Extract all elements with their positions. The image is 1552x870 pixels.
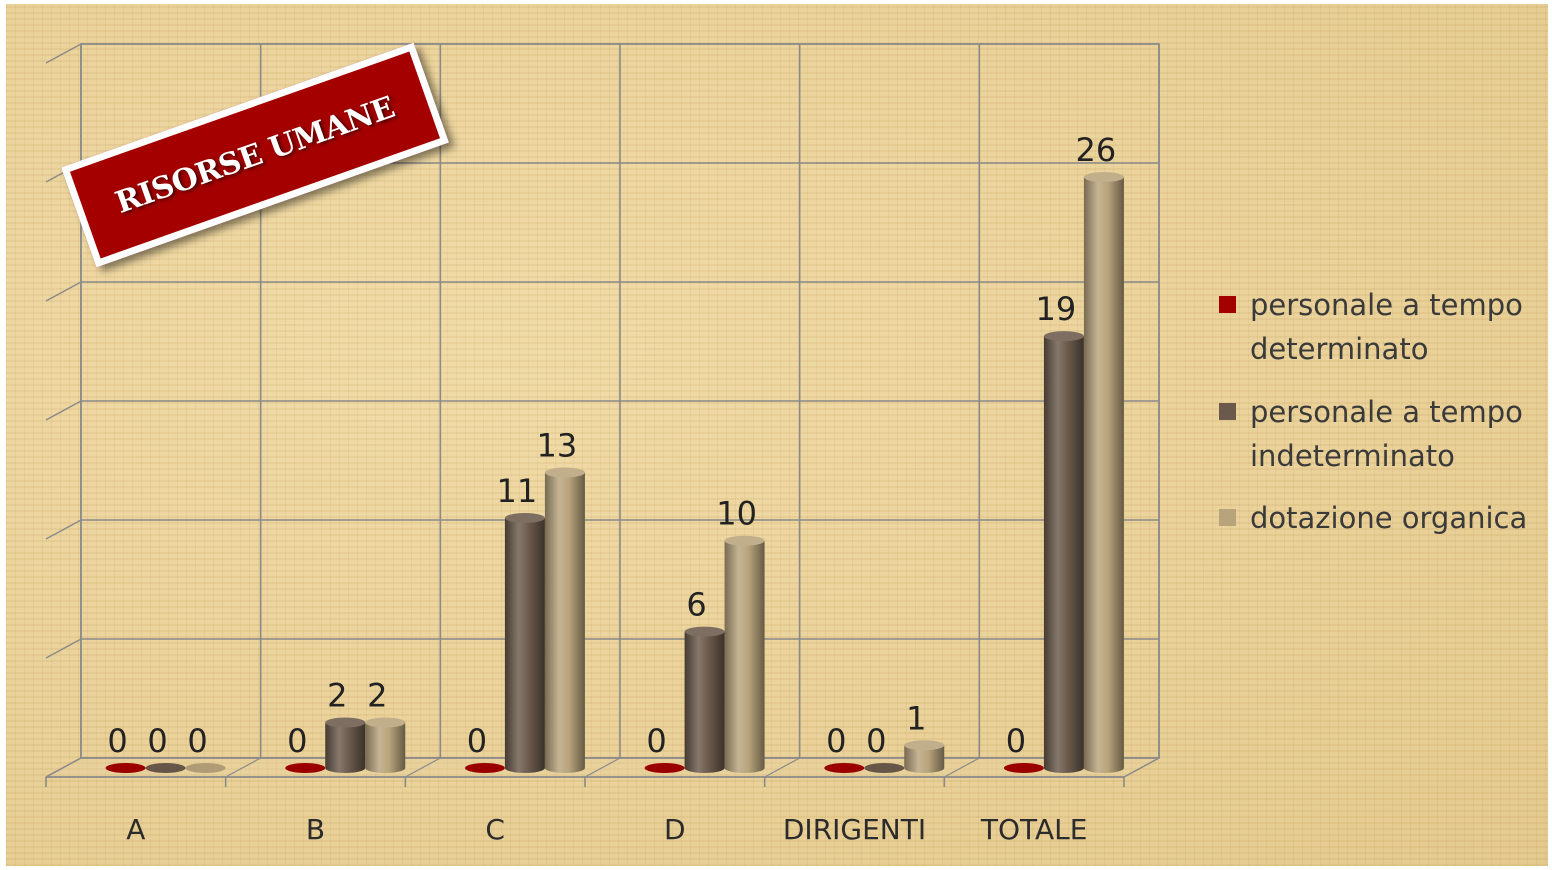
data-label: 0: [107, 722, 127, 760]
legend-swatch: [1219, 509, 1236, 526]
x-tick-label: TOTALE: [980, 813, 1088, 846]
bar: [544, 467, 585, 773]
data-label: 0: [147, 722, 167, 760]
bar-top: [185, 763, 226, 773]
floor-divider: [405, 757, 441, 778]
bar: [325, 717, 366, 773]
data-label: 26: [1076, 131, 1117, 169]
data-label: 10: [716, 495, 757, 533]
legend-swatch: [1219, 403, 1236, 420]
x-tick-label: B: [306, 813, 325, 846]
bar-body: [325, 722, 366, 773]
bar-top: [285, 763, 326, 773]
data-label: 19: [1036, 290, 1077, 328]
bar-top: [145, 763, 186, 773]
bar-top: [325, 717, 366, 728]
bar-top: [724, 535, 765, 546]
bar: [864, 763, 905, 773]
bar-body: [544, 472, 585, 773]
side-wall-line: [45, 400, 82, 421]
data-label: 0: [467, 722, 487, 760]
bar: [824, 763, 865, 773]
data-label: 0: [1006, 722, 1026, 760]
x-tick-label: D: [664, 813, 686, 846]
data-label: 0: [287, 722, 307, 760]
data-label: 11: [497, 472, 538, 510]
side-wall-line: [45, 519, 82, 540]
legend-label: personale a tempo determinato: [1250, 288, 1523, 366]
bar-body: [684, 631, 725, 773]
bar: [724, 535, 765, 773]
bar-top: [1043, 331, 1084, 342]
data-label: 2: [327, 677, 347, 715]
side-wall-line: [45, 43, 82, 64]
bar-top: [544, 467, 585, 478]
x-tick-label: DIRIGENTI: [783, 813, 926, 846]
bar-top: [105, 763, 146, 773]
bar: [644, 763, 685, 773]
bar: [464, 763, 505, 773]
legend-label: personale a tempo indeterminato: [1250, 395, 1523, 473]
bar: [504, 512, 545, 773]
bar-top: [904, 740, 945, 751]
bar: [1003, 763, 1044, 773]
bar-top: [644, 763, 685, 773]
bar: [684, 626, 725, 773]
floor-divider: [944, 757, 980, 778]
bar-top: [824, 763, 865, 773]
side-wall-line: [45, 638, 82, 659]
bar: [185, 763, 226, 773]
x-tick-label: C: [485, 813, 505, 846]
bar-top: [365, 717, 406, 728]
legend-label: dotazione organica: [1250, 501, 1527, 535]
floor-divider: [225, 757, 261, 778]
bar-top: [684, 626, 725, 637]
bar-body: [724, 540, 765, 773]
bar: [1043, 331, 1084, 773]
x-tick-label: A: [126, 813, 145, 846]
floor-divider: [764, 757, 800, 778]
bar-top: [504, 512, 545, 523]
bar-body: [504, 517, 545, 773]
data-label: 0: [187, 722, 207, 760]
bar: [105, 763, 146, 773]
bar-top: [864, 763, 905, 773]
data-label: 1: [906, 699, 926, 737]
bar-top: [464, 763, 505, 773]
bar-body: [1043, 336, 1084, 773]
bar-body: [1083, 177, 1124, 773]
bar-body: [904, 745, 945, 773]
floor-divider: [584, 757, 621, 778]
bar-body: [365, 722, 406, 773]
data-label: 6: [686, 586, 706, 624]
bar: [285, 763, 326, 773]
data-label: 2: [367, 677, 387, 715]
data-label: 0: [826, 722, 846, 760]
slide-background: 0 0 0 A 0 2 2 B 0 11 13 C 0 6 10 D 0 0 1 DIRIGENTI 0 19 26 TOTA…: [6, 4, 1548, 866]
bar: [145, 763, 186, 773]
floor-divider: [1123, 757, 1160, 778]
data-label: 13: [537, 427, 578, 465]
bar-top: [1083, 172, 1124, 183]
side-wall-line: [45, 281, 82, 302]
bar: [904, 740, 945, 773]
data-label: 0: [866, 722, 886, 760]
bar: [1083, 172, 1124, 773]
bar-top: [1003, 763, 1044, 773]
data-label: 0: [646, 722, 666, 760]
legend-swatch: [1219, 296, 1236, 313]
bar: [365, 717, 406, 773]
